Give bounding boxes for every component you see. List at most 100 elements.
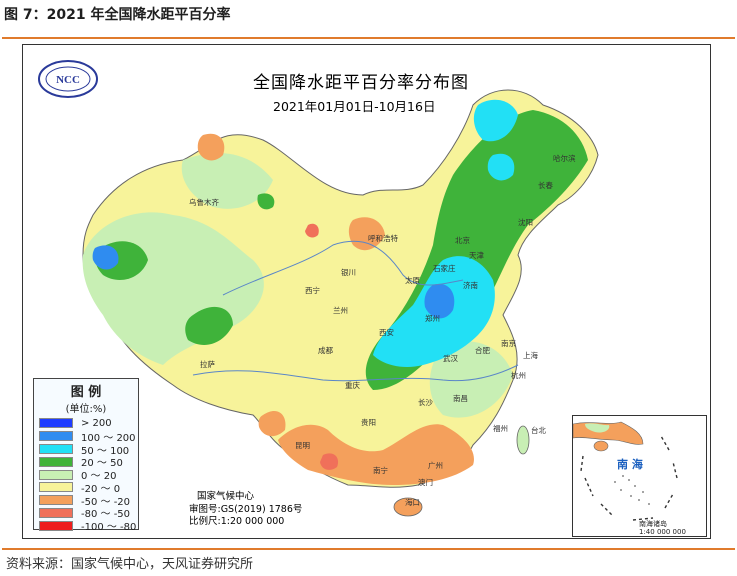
city-label: 西安: [379, 328, 394, 337]
city-label: 杭州: [511, 371, 526, 380]
credits-map-number: 审图号:GS(2019) 1786号: [189, 503, 303, 515]
zone-0-20-north: [181, 152, 273, 209]
city-label: 昆明: [295, 441, 310, 450]
legend-label: 20 ～ 50: [81, 458, 123, 470]
legend-item: 20 ～ 50: [34, 455, 138, 470]
city-label: 郑州: [425, 314, 440, 323]
legend-item: > 200: [34, 417, 138, 430]
credits-scale: 比例尺:1:20 000 000: [189, 516, 285, 527]
legend-title: 图 例: [70, 385, 102, 400]
legend-item: 50 ～ 100: [34, 443, 138, 457]
city-label: 北京: [455, 236, 470, 245]
legend-label: 100 ～ 200: [81, 432, 136, 444]
legend-item: -50 ～ -20: [34, 494, 138, 508]
legend-label: 50 ～ 100: [81, 445, 130, 457]
city-label: 西宁: [305, 286, 320, 295]
legend-swatch: [39, 431, 73, 442]
city-label: 武汉: [443, 354, 458, 363]
credits-org: 国家气候中心: [197, 491, 255, 502]
legend-item: -20 ～ 0: [34, 481, 138, 495]
city-label: 石家庄: [433, 264, 456, 273]
bottom-divider: [2, 548, 735, 550]
city-label: 长春: [538, 181, 553, 190]
map-credits: 国家气候中心 审图号:GS(2019) 1786号 比例尺:1:20 000 0…: [189, 491, 302, 529]
taiwan-island: [516, 425, 530, 455]
city-label: 兰州: [333, 306, 348, 315]
zone-neg50-80-spot1: [305, 223, 319, 238]
legend-swatch: [39, 443, 73, 454]
zone-50-100-ne: [473, 99, 518, 142]
top-divider: [2, 37, 735, 39]
yellow-river: [222, 240, 464, 296]
legend-rows: > 200 100 ～ 200 50 ～ 100 20 ～ 50 0 ～ 20 -20 ～…: [34, 417, 138, 533]
city-label: 重庆: [345, 381, 360, 390]
map-title: 全国降水距平百分率分布图: [253, 73, 469, 93]
city-label: 成都: [318, 346, 333, 355]
city-label: 南昌: [453, 394, 468, 403]
inset-map: [573, 421, 678, 521]
zone-neg20-50-sw: [258, 410, 286, 437]
figure-source: 资料来源：国家气候中心，天风证券研究所: [6, 557, 254, 572]
legend-swatch: [39, 456, 73, 467]
map-legend: 图 例 (单位:%) > 200 100 ～ 200 50 ～ 100 20 ～ 50…: [33, 378, 139, 533]
city-label: 广州: [428, 461, 443, 470]
zone-100-200-henan: [424, 283, 455, 319]
inset-note: 南海诸岛 1:40 000 000: [639, 520, 686, 536]
zone-100-200-xj: [92, 245, 119, 270]
legend-swatch: [39, 520, 73, 531]
city-label: 呼和浩特: [368, 234, 398, 243]
city-label: 上海: [523, 351, 538, 360]
figure-title: 图 7：2021 年全国降水距平百分率: [4, 7, 231, 23]
city-label: 南宁: [373, 466, 388, 475]
logo-emblem: NCC: [38, 60, 98, 98]
south-china-sea-inset: 南 海 南海诸岛 1:40 000 000: [572, 415, 707, 537]
yangtze-river: [192, 364, 519, 382]
city-label: 乌鲁木齐: [189, 198, 219, 207]
legend-unit: (单位:%): [65, 404, 107, 415]
city-label: 济南: [463, 281, 478, 290]
legend-swatch: [39, 469, 73, 480]
legend-item: 0 ～ 20: [34, 468, 138, 483]
zone-neg20-50-south: [278, 424, 474, 485]
inset-coast-green: [585, 423, 610, 433]
inset-hainan: [593, 440, 609, 452]
city-label: 天津: [469, 251, 484, 260]
inset-islands: [614, 475, 650, 505]
city-label: 拉萨: [200, 360, 215, 369]
legend-swatch: [39, 495, 73, 506]
legend-item: -80 ～ -50: [34, 507, 138, 520]
legend-label: -20 ～ 0: [81, 483, 121, 495]
legend-swatch: [39, 482, 73, 493]
legend-label: -50 ～ -20: [81, 496, 131, 508]
inset-label: 南 海: [617, 458, 643, 471]
city-label: 哈尔滨: [553, 154, 576, 163]
inset-boundary: [580, 435, 678, 521]
map-date-range: 2021年01月01日-10月16日: [273, 99, 436, 114]
inset-note-scale: 1:40 000 000: [639, 528, 686, 536]
legend-swatch: [39, 418, 73, 429]
inset-note-name: 南海诸岛: [639, 520, 667, 528]
map-frame: NCC 全国降水距平百分率分布图 2021年01月01日-10月16日 哈尔滨 …: [22, 44, 711, 539]
zone-neg20-50-nw: [197, 133, 225, 161]
zone-50-100-ne2: [487, 153, 515, 181]
city-label: 沈阳: [518, 218, 533, 227]
legend-item: -100 ～ -80: [34, 519, 138, 533]
city-label: 海口: [405, 498, 420, 507]
city-label: 长沙: [418, 398, 433, 407]
zone-20-50-west-spot: [185, 306, 233, 345]
ncc-logo: NCC: [37, 59, 99, 99]
city-label: 南京: [501, 339, 516, 348]
legend-label: > 200: [81, 417, 112, 429]
city-label: 台北: [531, 426, 546, 435]
legend-label: -80 ～ -50: [81, 509, 131, 521]
city-label: 合肥: [475, 346, 490, 355]
city-label: 澳门: [418, 478, 433, 487]
svg-text:NCC: NCC: [56, 74, 80, 86]
city-label: 太原: [405, 276, 420, 285]
city-label: 银川: [341, 268, 356, 277]
legend-label: 0 ～ 20: [81, 471, 117, 483]
city-label: 贵阳: [361, 418, 376, 427]
city-label: 福州: [493, 424, 508, 433]
precipitation-map: [82, 89, 599, 517]
legend-item: 100 ～ 200: [34, 430, 138, 444]
